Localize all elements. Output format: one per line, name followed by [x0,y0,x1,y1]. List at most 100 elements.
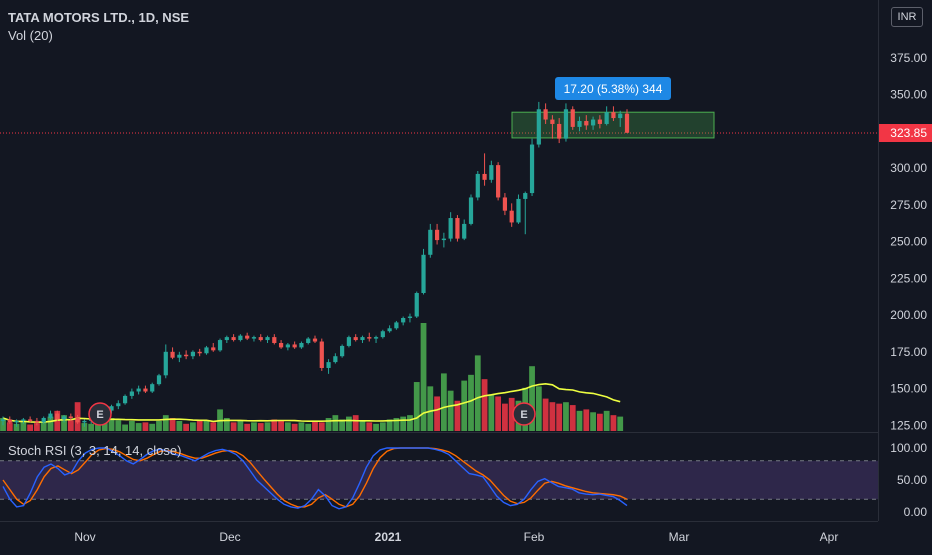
candle-body[interactable] [197,351,202,354]
candle-body[interactable] [34,420,40,423]
candle-body[interactable] [7,419,12,423]
candle-body[interactable] [333,356,338,363]
stoch-rsi-label[interactable]: Stoch RSI (3, 3, 14, 14, close) [8,443,182,458]
candle-body[interactable] [224,337,229,341]
candle-body[interactable] [462,223,467,239]
candle-body[interactable] [536,109,541,145]
volume-indicator-label[interactable]: Vol (20) [8,28,53,43]
candle-body[interactable] [434,229,440,241]
candle-body[interactable] [523,193,528,199]
time-axis[interactable]: Nov Dec 2021 Feb Mar Apr [0,522,878,550]
pane-separator[interactable] [0,432,878,433]
stoch-rsi-canvas[interactable] [0,433,878,521]
candle-body[interactable] [190,351,196,357]
candle-body[interactable] [414,293,419,317]
candle-body[interactable] [367,337,372,339]
current-price-badge[interactable] [879,124,932,142]
candle-body[interactable] [618,113,623,119]
candle-body[interactable] [48,413,53,418]
candle-body[interactable] [231,337,236,341]
candle-body[interactable] [122,395,128,404]
candle-body[interactable] [61,416,67,420]
candle-body[interactable] [421,254,426,294]
candle-body[interactable] [387,328,392,332]
candle-body[interactable] [292,344,297,348]
currency-badge[interactable]: INR [891,7,923,27]
candle-body[interactable] [170,351,175,358]
candle-body[interactable] [245,335,250,339]
candle-body[interactable] [516,198,521,223]
candle-body[interactable] [529,144,535,194]
candle-body[interactable] [251,337,257,339]
candle-body[interactable] [82,420,87,423]
candle-body[interactable] [68,416,73,418]
candle-body[interactable] [550,119,555,124]
price-chart-pane[interactable]: E E 17.20 (5.38%) 344 [0,0,878,432]
candle-body[interactable] [475,173,480,198]
candle-body[interactable] [557,123,562,139]
candle-body[interactable] [570,109,575,127]
candle-body[interactable] [597,119,602,124]
candle-body[interactable] [509,210,514,223]
candle-body[interactable] [299,342,304,348]
candle-body[interactable] [0,419,6,421]
candle-body[interactable] [28,419,33,421]
candle-body[interactable] [312,338,318,342]
candle-body[interactable] [489,165,494,180]
candle-body[interactable] [258,337,263,341]
candle-body[interactable] [163,351,168,376]
candle-body[interactable] [340,345,345,357]
candle-body[interactable] [21,419,26,421]
candle-body[interactable] [407,316,413,318]
candle-body[interactable] [584,121,589,126]
price-axis[interactable]: 375.00350.00325.00300.00275.00250.00225.… [878,0,932,521]
candle-body[interactable] [75,417,80,423]
candle-body[interactable] [468,197,474,224]
candle-body[interactable] [353,337,358,341]
measure-tooltip[interactable]: 17.20 (5.38%) 344 [555,77,671,100]
candle-body[interactable] [285,344,290,348]
candle-body[interactable] [401,317,406,323]
candle-body[interactable] [150,384,155,392]
candle-body[interactable] [55,413,60,420]
candle-body[interactable] [211,347,216,351]
candle-body[interactable] [604,112,609,124]
candle-body[interactable] [441,238,446,241]
candle-body[interactable] [278,342,284,348]
candle-body[interactable] [360,337,365,341]
candle-body[interactable] [543,109,548,120]
candle-body[interactable] [116,403,121,407]
candle-body[interactable] [346,337,352,346]
candle-body[interactable] [624,113,630,133]
candle-body[interactable] [184,354,189,357]
candle-body[interactable] [265,337,270,341]
candle-body[interactable] [373,337,379,339]
earnings-marker[interactable]: E [512,402,536,426]
candle-body[interactable] [109,406,114,411]
candle-body[interactable] [143,388,148,392]
candle-body[interactable] [14,420,19,423]
candle-body[interactable] [319,341,324,368]
earnings-marker[interactable]: E [88,402,112,426]
candle-body[interactable] [496,165,501,198]
candle-body[interactable] [326,362,331,368]
candle-body[interactable] [563,109,569,139]
symbol-title[interactable]: TATA MOTORS LTD., 1D, NSE [8,10,190,25]
candle-body[interactable] [177,354,182,358]
candle-body[interactable] [272,337,277,343]
candle-body[interactable] [590,119,596,126]
candle-body[interactable] [448,218,453,239]
candle-body[interactable] [306,338,311,343]
candle-body[interactable] [482,173,487,180]
price-chart-canvas[interactable]: E E 17.20 (5.38%) 344 [0,0,878,432]
candle-body[interactable] [238,335,243,341]
candle-body[interactable] [217,340,223,351]
candle-body[interactable] [502,197,508,211]
candle-body[interactable] [455,218,460,239]
stoch-rsi-pane[interactable] [0,433,878,521]
candle-body[interactable] [577,121,582,127]
candle-body[interactable] [156,375,162,385]
candle-body[interactable] [380,331,385,338]
candle-body[interactable] [129,391,134,396]
candle-body[interactable] [41,417,46,423]
